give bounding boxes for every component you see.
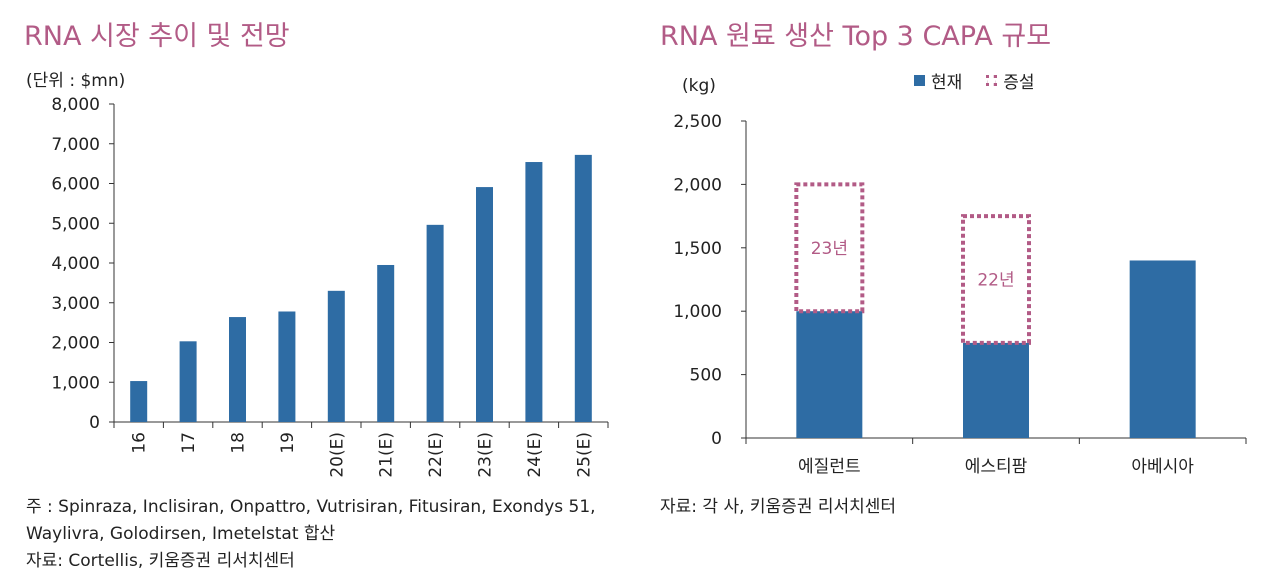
right-bar-current bbox=[796, 311, 863, 438]
left-y-tick-label: 8,000 bbox=[51, 95, 100, 115]
right-x-tick-label: 에질런트 bbox=[798, 457, 861, 477]
left-x-tick-label: 25(E) bbox=[574, 432, 594, 478]
left-bar bbox=[179, 341, 197, 422]
right-y-tick-label: 2,000 bbox=[673, 175, 722, 195]
right-y-tick-label: 500 bbox=[690, 366, 722, 386]
left-note-line-2: Waylivra, Golodirsen, Imetelstat 합산 bbox=[26, 524, 336, 544]
right-bar-annotation: 22년 bbox=[977, 271, 1014, 291]
right-y-tick-label: 2,500 bbox=[673, 112, 722, 132]
left-chart-title: RNA 시장 추이 및 전망 bbox=[24, 21, 290, 52]
right-source-note: 자료: 각 사, 키움증권 리서치센터 bbox=[660, 497, 897, 517]
left-y-tick-label: 0 bbox=[89, 413, 100, 433]
left-bar bbox=[130, 381, 148, 422]
right-x-tick-label: 아베시아 bbox=[1131, 457, 1194, 477]
left-y-tick-label: 2,000 bbox=[51, 334, 100, 354]
right-chart-title: RNA 원료 생산 Top 3 CAPA 규모 bbox=[660, 21, 1052, 52]
legend-current-label: 현재 bbox=[931, 73, 963, 93]
left-y-tick-label: 3,000 bbox=[51, 294, 100, 314]
left-x-tick-label: 23(E) bbox=[476, 432, 496, 478]
right-bar-current bbox=[1129, 260, 1196, 438]
left-bar bbox=[278, 311, 296, 422]
right-y-tick-label: 1,500 bbox=[673, 239, 722, 259]
right-chart-legend: 현재 증설 bbox=[914, 68, 1035, 93]
right-y-tick-label: 1,000 bbox=[673, 302, 722, 322]
right-y-tick-label: 0 bbox=[711, 429, 722, 449]
legend-expansion-label: 증설 bbox=[1003, 73, 1035, 93]
left-y-tick-label: 7,000 bbox=[51, 135, 100, 155]
left-source-note: 자료: Cortellis, 키움증권 리서치센터 bbox=[26, 551, 295, 571]
left-bar bbox=[476, 187, 493, 422]
left-y-tick-label: 5,000 bbox=[51, 214, 100, 234]
left-x-tick-label: 21(E) bbox=[377, 432, 397, 478]
right-chart-unit: (kg) bbox=[682, 76, 716, 96]
left-chart-unit: (단위 : $mn) bbox=[26, 71, 126, 91]
left-x-tick-label: 22(E) bbox=[426, 432, 446, 478]
right-bar-annotation: 23년 bbox=[811, 239, 848, 259]
left-x-tick-label: 20(E) bbox=[327, 432, 347, 478]
right-x-tick-label: 에스티팜 bbox=[965, 457, 1028, 477]
left-y-tick-label: 4,000 bbox=[51, 254, 100, 274]
left-x-tick-label: 18 bbox=[229, 432, 249, 454]
left-bar bbox=[327, 290, 345, 422]
legend-current-swatch bbox=[914, 75, 925, 86]
right-bar-expansion bbox=[794, 182, 865, 314]
left-x-tick-label: 17 bbox=[179, 432, 199, 454]
left-y-tick-label: 6,000 bbox=[51, 175, 100, 195]
left-note-line-1: 주 : Spinraza, Inclisiran, Onpattro, Vutr… bbox=[26, 497, 596, 517]
left-bar bbox=[426, 224, 444, 422]
legend-expansion-swatch bbox=[986, 75, 998, 86]
left-bar bbox=[574, 154, 592, 422]
left-bar bbox=[377, 264, 395, 422]
right-bar-current bbox=[963, 342, 1029, 438]
left-y-tick-label: 1,000 bbox=[51, 373, 100, 393]
left-x-tick-label: 19 bbox=[278, 432, 298, 454]
left-bar bbox=[525, 162, 543, 422]
left-x-tick-label: 24(E) bbox=[525, 432, 545, 478]
left-bar bbox=[229, 317, 246, 422]
right-bar-expansion bbox=[961, 214, 1031, 345]
left-x-tick-label: 16 bbox=[130, 432, 150, 454]
